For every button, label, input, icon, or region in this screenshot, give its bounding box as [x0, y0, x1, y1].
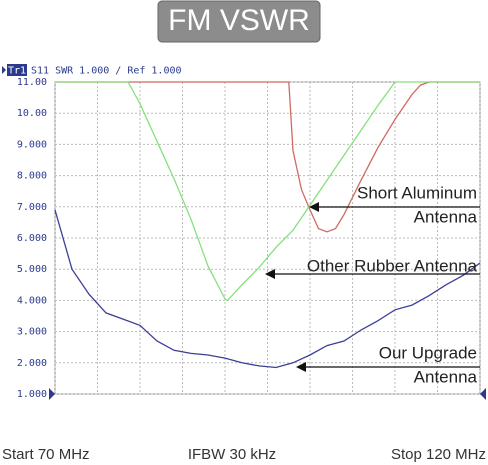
y-tick-label: 10.00	[17, 108, 47, 119]
annotation-text: Antenna	[414, 207, 478, 226]
trace-line	[55, 81, 480, 302]
grid	[54, 81, 481, 395]
annotation-text: Our Upgrade	[379, 343, 477, 362]
y-tick-label: 9.000	[17, 139, 47, 150]
trace-label: Tr1	[8, 66, 26, 77]
traces	[54, 81, 481, 369]
footer-ifbw: IFBW 30 kHz	[188, 446, 276, 463]
y-tick-label: 5.000	[17, 264, 47, 275]
arrow-head	[309, 202, 319, 212]
chart-title: FM VSWR	[168, 4, 310, 37]
y-tick-label: 8.000	[17, 171, 47, 182]
y-tick-label: 7.000	[17, 202, 47, 213]
header-text: S11 SWR 1.000 / Ref 1.000	[31, 66, 182, 77]
trace-line	[55, 81, 480, 233]
y-tick-label: 4.000	[17, 295, 47, 306]
footer-stop: Stop 120 MHz	[391, 446, 486, 463]
trace-box	[7, 64, 27, 76]
arrow-head	[296, 362, 306, 372]
ref-marker-left	[49, 388, 55, 400]
y-tick-label: 2.000	[17, 358, 47, 369]
annotation-text: Short Aluminum	[357, 183, 477, 202]
footer-start: Start 70 MHz	[2, 446, 90, 463]
annotations: Short Aluminum Antenna Other Rubber Antenn…	[265, 183, 480, 386]
y-tick-label: 3.000	[17, 327, 47, 338]
trace-marker	[2, 66, 6, 74]
arrow-head	[265, 269, 275, 279]
y-tick-label: 6.000	[17, 233, 47, 244]
y-tick-label: 1.000	[17, 389, 47, 400]
annotation-text: Other Rubber Antenna	[307, 256, 478, 275]
trace-line	[54, 209, 481, 369]
ref-marker-right	[480, 388, 486, 400]
title-box	[157, 0, 321, 43]
annotation-text: Antenna	[414, 367, 478, 386]
y-tick-label: 11.00	[17, 77, 47, 88]
